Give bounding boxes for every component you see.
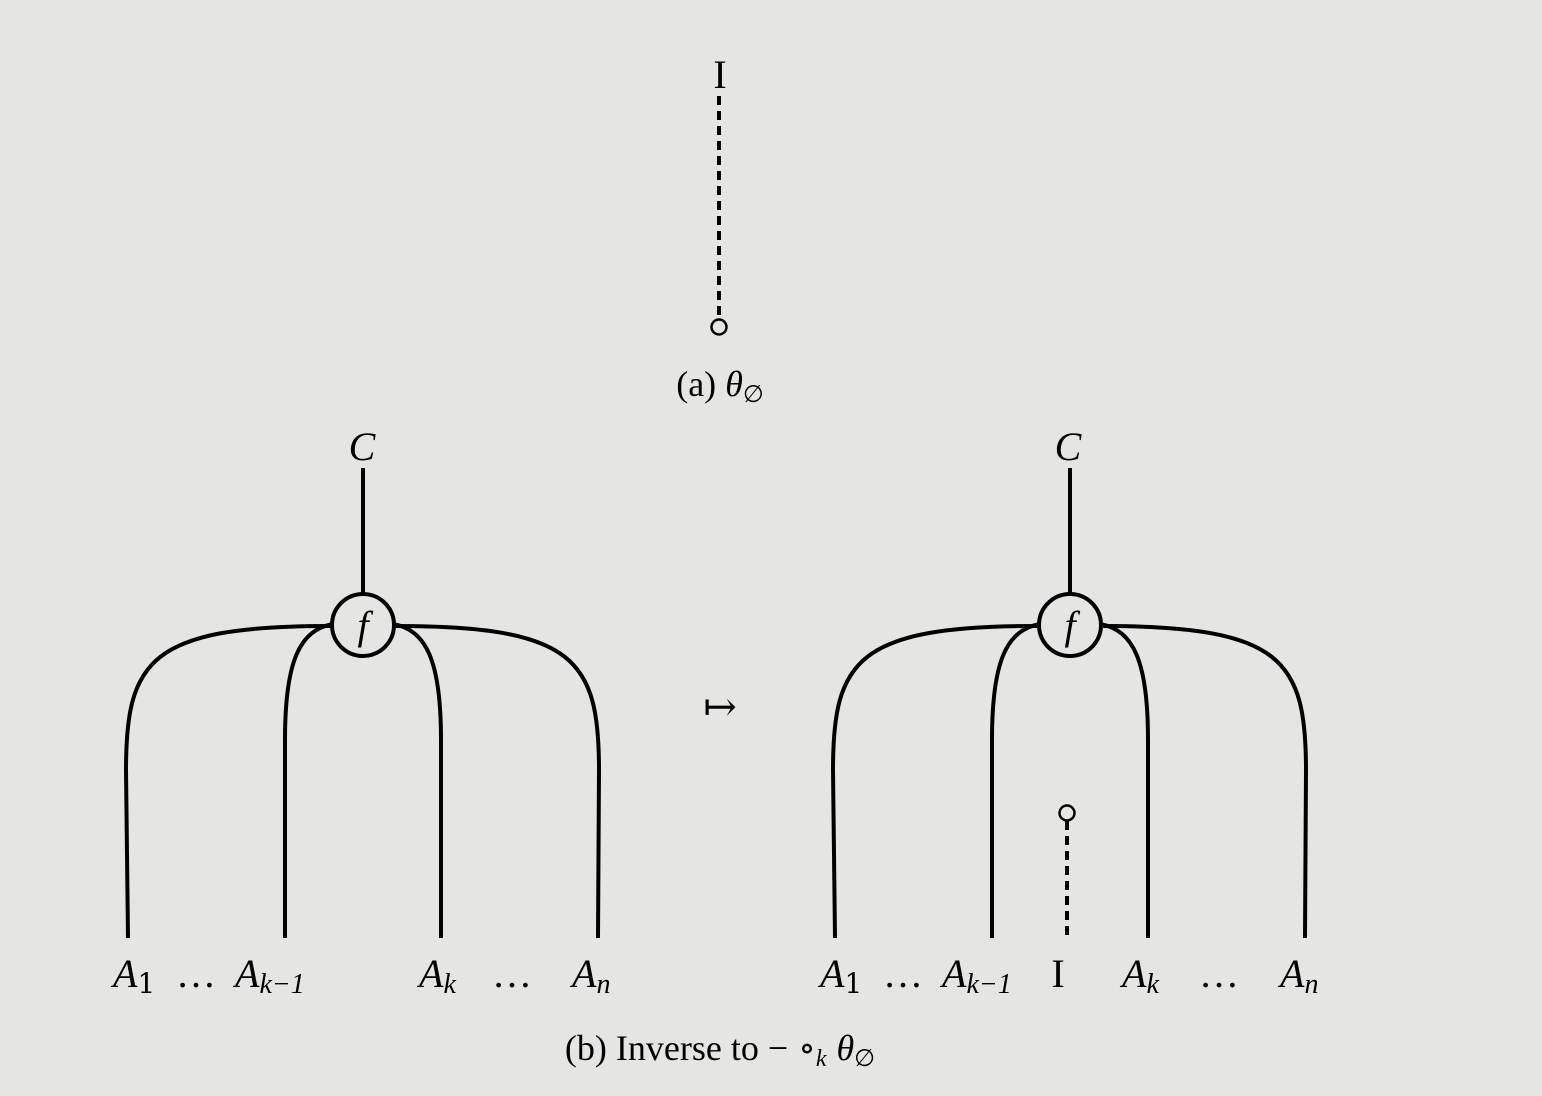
left-input-a1-base: A	[110, 951, 138, 996]
left-input-ak-sub: k	[443, 969, 456, 1000]
maps-to-arrow: ↦	[703, 684, 737, 729]
left-input-ak-1-sub: k−1	[259, 969, 304, 1000]
right-input-a1: A1	[817, 951, 862, 1000]
panel-b-right-diagram: C f A1 … Ak−1 I Ak … An	[817, 424, 1318, 1000]
left-input-an: An	[569, 951, 610, 1000]
right-input-dots-1: …	[883, 951, 923, 996]
left-wire-an	[395, 624, 602, 939]
left-output-label: C	[349, 424, 377, 469]
right-input-ak-1: Ak−1	[939, 951, 1012, 1000]
panel-a-caption-sub: ∅	[743, 382, 764, 408]
right-wire-an	[1102, 624, 1309, 939]
right-wire-ak-1	[990, 622, 1041, 938]
left-input-ak-1: Ak−1	[232, 951, 305, 1000]
left-morphism-node	[330, 592, 396, 658]
right-input-a1-sub: 1	[844, 967, 862, 1000]
left-input-ak: Ak	[416, 951, 456, 1000]
right-wire-ak	[1099, 622, 1150, 938]
left-wire-ak	[392, 622, 443, 938]
right-unit-label: I	[1051, 951, 1064, 996]
panel-b-caption-sub: ∅	[854, 1046, 875, 1072]
right-input-a1-base: A	[817, 951, 845, 996]
right-input-an-sub: n	[1304, 969, 1318, 1000]
left-wire-ak-1	[283, 622, 334, 938]
panel-a-caption: (a) θ∅	[676, 364, 764, 408]
right-input-ak-base: A	[1119, 951, 1147, 996]
right-morphism-node	[1037, 592, 1103, 658]
left-input-ak-1-base: A	[232, 951, 260, 996]
left-input-an-sub: n	[596, 969, 610, 1000]
right-input-an: An	[1277, 951, 1318, 1000]
right-input-ak-sub: k	[1146, 969, 1159, 1000]
right-input-ak-1-base: A	[939, 951, 967, 996]
panel-b-caption-circ: ∘	[798, 1028, 816, 1068]
panel-a-unit-node	[710, 318, 728, 336]
left-input-dots-1: …	[176, 951, 216, 996]
panel-b-caption: (b) Inverse to − ∘k θ∅	[565, 1028, 875, 1072]
panel-a-unit-label: I	[713, 52, 726, 97]
left-input-ak-base: A	[416, 951, 444, 996]
right-input-dots-2: …	[1199, 951, 1239, 996]
left-input-a1: A1	[110, 951, 155, 1000]
panel-b-caption-prefix: (b) Inverse to	[565, 1028, 768, 1068]
panel-a-caption-theta: θ	[725, 364, 743, 404]
left-input-dots-2: …	[492, 951, 532, 996]
panel-b-caption-k: k	[816, 1046, 827, 1072]
right-unit-node	[1058, 804, 1076, 822]
right-input-an-base: A	[1277, 951, 1305, 996]
left-wire-a1	[123, 624, 331, 939]
left-input-a1-sub: 1	[137, 967, 155, 1000]
right-wire-a1	[830, 624, 1038, 939]
panel-a: I (a) θ∅	[676, 52, 764, 408]
right-output-label: C	[1055, 424, 1083, 469]
panel-b-left-diagram: C f A1 … Ak−1 Ak … An	[110, 424, 610, 1000]
right-input-ak: Ak	[1119, 951, 1159, 1000]
panel-b-caption-minus: −	[768, 1028, 788, 1068]
left-input-an-base: A	[569, 951, 597, 996]
panel-a-caption-prefix: (a)	[676, 364, 725, 404]
panel-b-caption-theta: θ	[836, 1028, 854, 1068]
right-input-ak-1-sub: k−1	[966, 969, 1011, 1000]
